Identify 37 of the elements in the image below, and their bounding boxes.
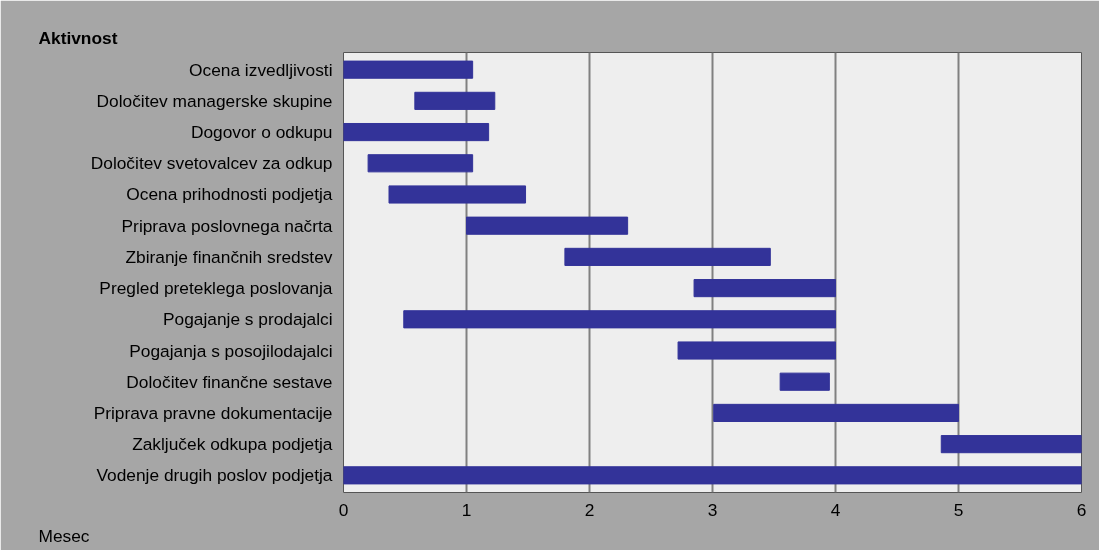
x-tick-label: 6: [1076, 499, 1087, 520]
bar: [940, 435, 1082, 454]
bar: [403, 310, 836, 329]
bar: [343, 466, 1082, 485]
y-tick-label: Določitev finančne sestave: [126, 371, 333, 392]
y-axis-title: Aktivnost: [38, 27, 118, 48]
bar: [779, 372, 830, 391]
y-tick-label: Zaključek odkupa podjetja: [132, 434, 333, 455]
bar: [367, 154, 474, 173]
y-tick-label: Pregled preteklega poslovanja: [99, 278, 333, 299]
x-tick-label: 3: [707, 499, 718, 520]
bar: [343, 60, 474, 79]
y-tick-label: Pogajanje s prodajalci: [162, 309, 333, 330]
bar: [414, 91, 496, 110]
y-tick-label: Ocena izvedljivosti: [189, 59, 333, 80]
bar: [677, 341, 836, 360]
x-tick-label: 0: [338, 499, 349, 520]
bar: [693, 279, 836, 298]
y-tick-label: Priprava poslovnega načrta: [121, 215, 333, 236]
x-tick-label: 2: [584, 499, 595, 520]
x-axis-title: Mesec: [38, 525, 90, 546]
x-tick-label: 5: [953, 499, 964, 520]
y-tick-label: Določitev managerske skupine: [96, 90, 333, 111]
y-tick-label: Ocena prihodnosti podjetja: [126, 184, 333, 205]
bar: [564, 247, 771, 266]
bar: [713, 403, 959, 423]
y-tick-label: Dogovor o odkupu: [190, 122, 333, 143]
y-tick-label: Priprava pravne dokumentacije: [93, 402, 333, 423]
bar: [388, 185, 527, 204]
y-tick-label: Določitev svetovalcev za odkup: [90, 153, 333, 174]
y-tick-label: Vodenje drugih poslov podjetja: [96, 465, 333, 486]
x-tick-label: 1: [461, 499, 472, 520]
y-tick-label: Zbiranje finančnih sredstev: [125, 246, 333, 267]
bar: [466, 216, 629, 235]
x-tick-label: 4: [830, 499, 841, 520]
bar: [343, 122, 490, 142]
y-tick-label: Pogajanja s posojilodajalci: [129, 340, 333, 361]
